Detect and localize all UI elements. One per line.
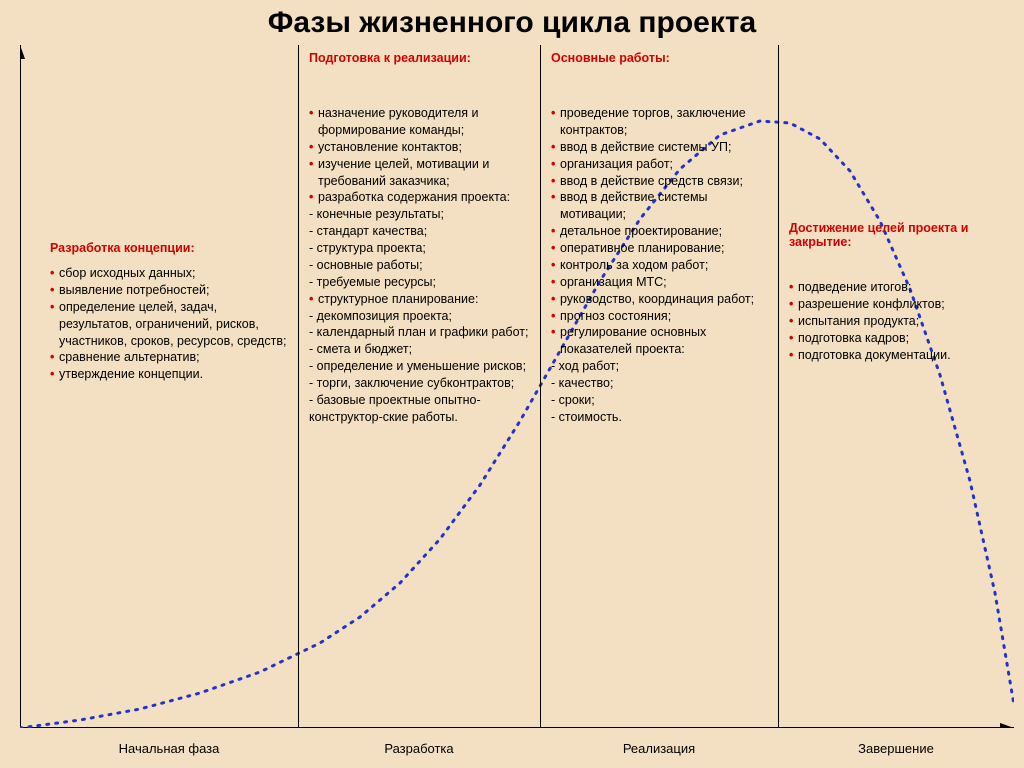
column-item: сравнение альтернатив; [50,349,290,366]
phase-columns: Разработка концепции: сбор исходных данны… [40,45,1014,728]
page-title: Фазы жизненного цикла проекта [0,0,1024,42]
column-item: назначение руководителя и формирование к… [309,105,532,139]
column-item: контроль за ходом работ; [551,257,770,274]
column-item: - определение и уменьшение рисков; [309,358,532,375]
column-item: - сроки; [551,392,770,409]
column-heading: Основные работы: [551,51,770,65]
phase-column-1: Подготовка к реализации: назначение руков… [298,45,540,728]
column-items: сбор исходных данных;выявление потребнос… [50,265,290,383]
column-item: подведение итогов; [789,279,1006,296]
column-heading: Достижение целей проекта и закрытие: [789,221,1006,249]
column-item: - стоимость. [551,409,770,426]
column-item: - качество; [551,375,770,392]
column-item: сбор исходных данных; [50,265,290,282]
column-item: ввод в действие системы УП; [551,139,770,156]
column-item: организация МТС; [551,274,770,291]
column-item: ввод в действие системы мотивации; [551,189,770,223]
column-item: утверждение концепции. [50,366,290,383]
column-item: - базовые проектные опытно-конструктор-​… [309,392,532,426]
column-item: подготовка документации. [789,347,1006,364]
column-item: - требуемые ресурсы; [309,274,532,291]
column-item: выявление потребностей; [50,282,290,299]
column-item: - ход работ; [551,358,770,375]
column-item: детальное проектирование; [551,223,770,240]
column-item: - структура проекта; [309,240,532,257]
column-item: - декомпозиция проекта; [309,308,532,325]
column-item: - основные работы; [309,257,532,274]
column-item: организация работ; [551,156,770,173]
phase-column-2: Основные работы: проведение торгов, заклю… [540,45,778,728]
phase-column-3: Достижение целей проекта и закрытие: подв… [778,45,1014,728]
column-items: проведение торгов, заключение контрактов… [551,105,770,426]
column-item: испытания продукта; [789,313,1006,330]
column-item: прогноз состояния; [551,308,770,325]
phase-label: Начальная фаза [40,741,298,756]
column-items: подведение итогов;разрешение конфликтов;… [789,279,1006,363]
phase-labels-row: Начальная фазаРазработкаРеализацияЗаверш… [40,741,1014,756]
column-item: - конечные результаты; [309,206,532,223]
column-item: подготовка кадров; [789,330,1006,347]
phase-label: Реализация [540,741,778,756]
phase-label: Разработка [298,741,540,756]
column-item: ввод в действие средств связи; [551,173,770,190]
column-item: определение целей, задач, результатов, о… [50,299,290,350]
column-item: проведение торгов, заключение контрактов… [551,105,770,139]
column-item: разработка содержания проекта: [309,189,532,206]
column-heading: Подготовка к реализации: [309,51,532,65]
column-item: руководство, координация работ; [551,291,770,308]
column-item: изучение целей, мотивации и требований з… [309,156,532,190]
column-item: - календарный план и графики работ; [309,324,532,341]
column-item: разрешение конфликтов; [789,296,1006,313]
column-item: - смета и бюджет; [309,341,532,358]
column-item: регулирование основных показателей проек… [551,324,770,358]
column-item: оперативное планирование; [551,240,770,257]
column-item: структурное планирование: [309,291,532,308]
chart-area: Разработка концепции: сбор исходных данны… [20,45,1014,728]
column-items: назначение руководителя и формирование к… [309,105,532,426]
phase-column-0: Разработка концепции: сбор исходных данны… [40,45,298,728]
column-item: установление контактов; [309,139,532,156]
column-heading: Разработка концепции: [50,241,290,255]
column-item: - торги, заключение субконтрактов; [309,375,532,392]
column-item: - стандарт качества; [309,223,532,240]
phase-label: Завершение [778,741,1014,756]
